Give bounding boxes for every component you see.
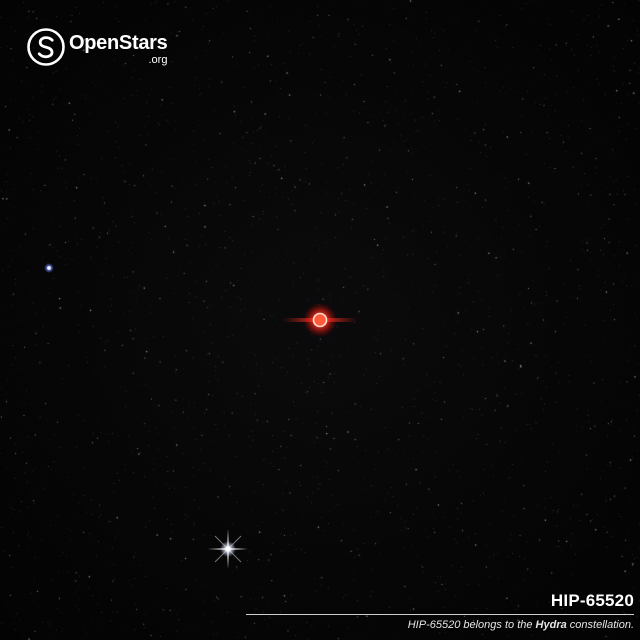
star-name-title: HIP-65520 — [550, 591, 634, 610]
description-prefix: HIP-65520 belongs to the — [407, 619, 536, 631]
description-suffix: constellation. — [566, 619, 634, 631]
logo-wordmark: OpenStars — [69, 32, 168, 54]
star-description: HIP-65520 belongs to the Hydra constella… — [408, 619, 634, 631]
caption-divider — [246, 614, 634, 615]
constellation-name: Hydra — [535, 619, 567, 631]
openstars-logo[interactable]: OpenStars .org — [26, 27, 168, 69]
openstars-logo-icon — [27, 28, 65, 66]
logo-tld: .org — [148, 54, 168, 66]
